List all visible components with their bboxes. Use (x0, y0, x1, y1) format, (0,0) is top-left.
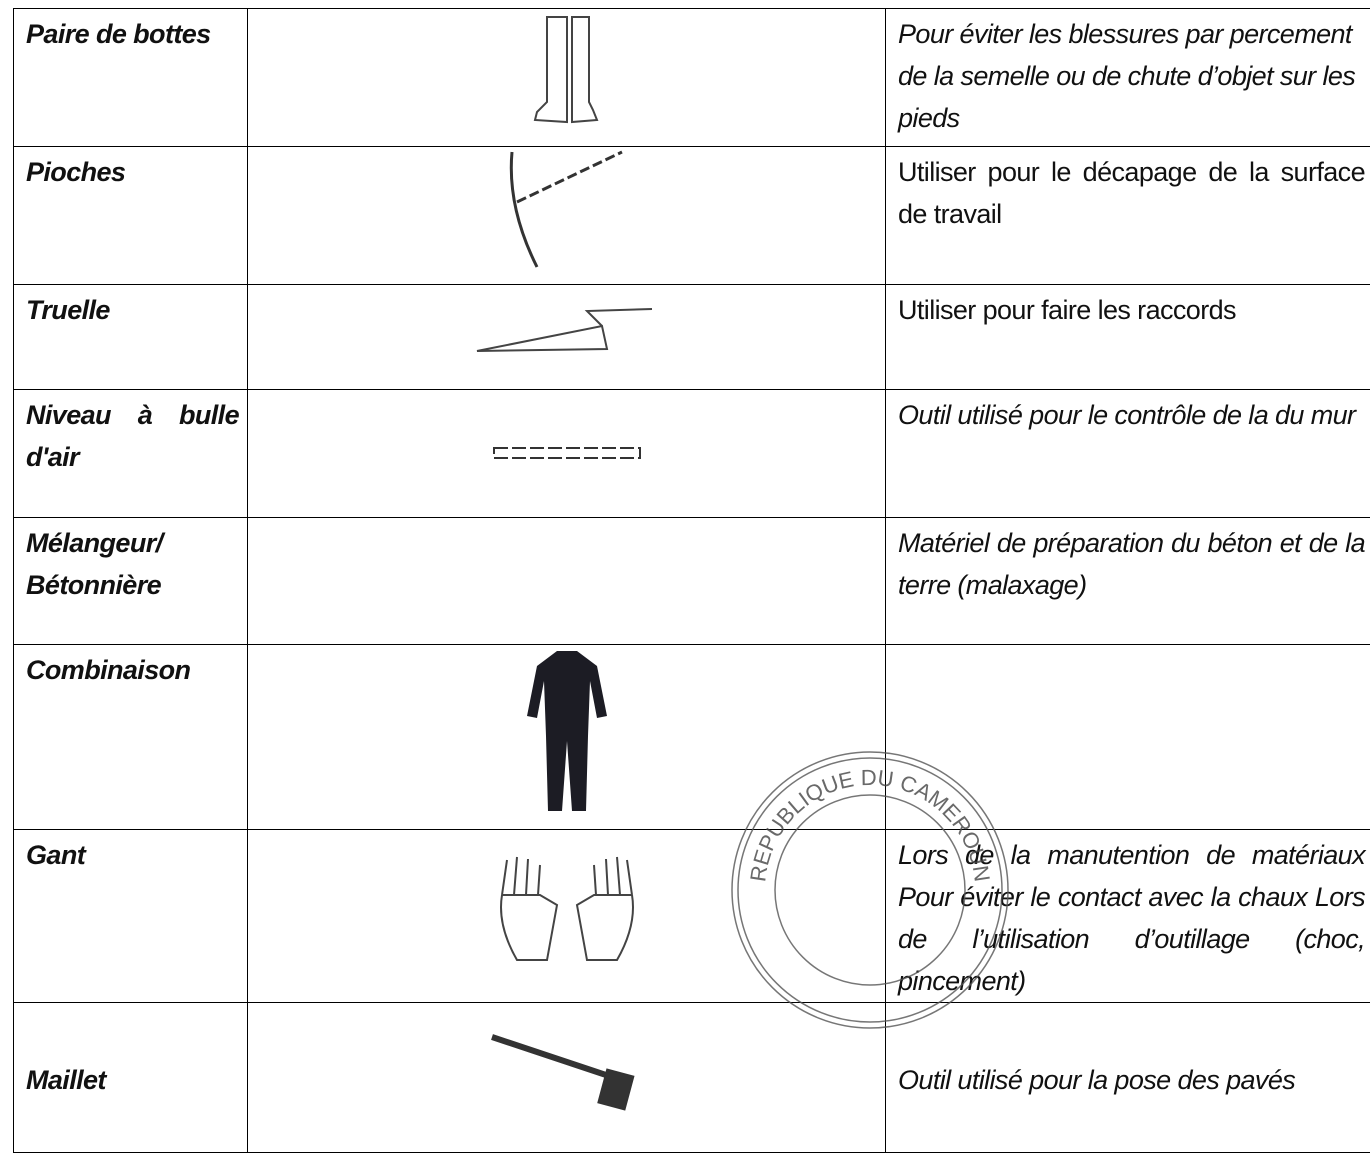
coverall-icon (522, 646, 612, 816)
image-cell (248, 518, 886, 645)
item: Maillet (14, 1003, 248, 1153)
row: Paire de bottes Pour éviter les blessure… (14, 9, 1370, 147)
description: Outil utilisé pour le contrôle de la du … (886, 390, 1370, 518)
pickaxe-icon (502, 147, 632, 272)
image-cell (248, 830, 886, 1003)
image-cell (248, 9, 886, 147)
row: Truelle Utiliser pour faire les raccords (14, 285, 1370, 390)
row: Gant Lors de la manutention de matériaux… (14, 830, 1370, 1003)
gloves-icon (492, 855, 642, 965)
image-cell (248, 285, 886, 390)
description: Utiliser pour faire les raccords (886, 285, 1370, 390)
equipment-table: Paire de bottes Pour éviter les blessure… (13, 8, 1370, 1153)
image-cell (248, 147, 886, 285)
item: Combinaison (14, 645, 248, 830)
row: Pioches Utiliser pour le décapage de la … (14, 147, 1370, 285)
row: Maillet Outil utilisé pour la pose des p… (14, 1003, 1370, 1153)
row: Niveau à bulle d'air Outil utilisé pour … (14, 390, 1370, 518)
item: Mélangeur/ Bétonnière (14, 518, 248, 645)
level-icon (492, 443, 642, 463)
description: Pour éviter les blessures par percement … (886, 9, 1370, 147)
trowel-icon (472, 301, 662, 361)
image-cell (248, 390, 886, 518)
row: Mélangeur/ Bétonnière Matériel de prépar… (14, 518, 1370, 645)
item: Gant (14, 830, 248, 1003)
mallet-icon (487, 1032, 647, 1112)
description: Utiliser pour le décapage de la surface … (886, 147, 1370, 285)
item: Truelle (14, 285, 248, 390)
boots-icon (527, 12, 607, 132)
row: Combinaison (14, 645, 1370, 830)
image-cell (248, 645, 886, 830)
description: Outil utilisé pour la pose des pavés (886, 1003, 1370, 1153)
item: Niveau à bulle d'air (14, 390, 248, 518)
item: Pioches (14, 147, 248, 285)
item: Paire de bottes (14, 9, 248, 147)
description: Lors de la manutention de matériaux Pour… (886, 830, 1370, 1003)
description (886, 645, 1370, 830)
image-cell (248, 1003, 886, 1153)
description: Matériel de préparation du béton et de l… (886, 518, 1370, 645)
page: {"table": {"rows": [ {"item": "Paire de … (0, 0, 1370, 1109)
